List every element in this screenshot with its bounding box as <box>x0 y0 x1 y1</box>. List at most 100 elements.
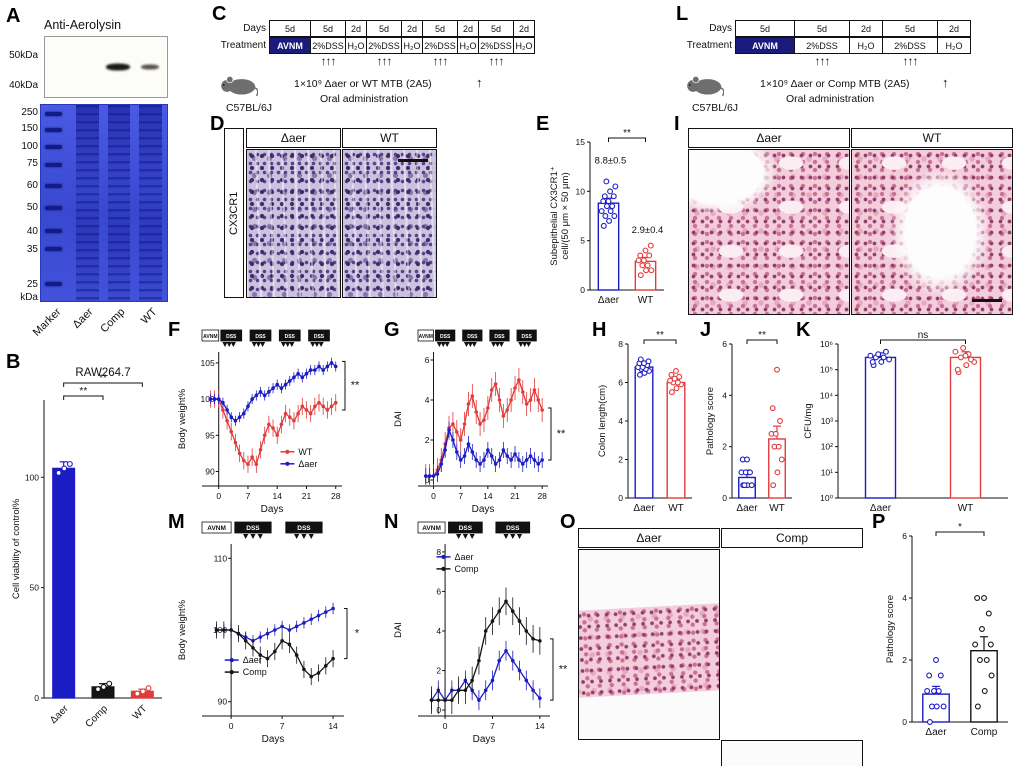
svg-text:DSS: DSS <box>506 525 520 532</box>
svg-text:Δaer: Δaer <box>243 655 262 665</box>
timeline-cell: 5d <box>310 20 346 37</box>
timeline-cell: 2d <box>849 20 883 37</box>
timeline-cell: AVNM <box>735 37 795 54</box>
histology-image-daer <box>688 149 850 315</box>
gel-band <box>44 247 63 252</box>
svg-text:Δaer: Δaer <box>633 503 655 514</box>
panel-letter-J: J <box>700 319 712 341</box>
panel-D-images: CX3CR1 Δaer WT <box>210 114 437 310</box>
svg-text:Days: Days <box>261 504 284 515</box>
svg-text:6: 6 <box>722 339 727 349</box>
svg-text:28: 28 <box>537 491 547 501</box>
svg-text:21: 21 <box>510 491 520 501</box>
svg-text:DSS: DSS <box>297 525 311 532</box>
svg-text:14: 14 <box>483 491 493 501</box>
svg-text:14: 14 <box>328 721 338 731</box>
scale-bar <box>398 159 428 162</box>
image-header-daer: Δaer <box>578 528 720 548</box>
timeline-cell: 5d <box>422 20 458 37</box>
timeline-cell <box>849 54 883 69</box>
panel-letter-H: H <box>592 319 607 341</box>
svg-text:6: 6 <box>902 531 907 541</box>
svg-text:100: 100 <box>201 394 215 404</box>
mouse-strain-label: C57BL/6J <box>225 102 273 114</box>
mw-marker-label: 100 <box>21 140 38 152</box>
svg-text:AVNM: AVNM <box>207 525 226 532</box>
panel-O-images: Δaer Comp <box>560 512 872 766</box>
svg-text:0: 0 <box>902 717 907 727</box>
timeline-cell: H₂O <box>849 37 883 54</box>
timeline-panel-C: Days 5d 5d 2d 5d 2d 5d 2d 5d 2d Treatment AVNM 2%DSS… <box>214 20 550 124</box>
oral-administration-label: Oral administration <box>786 93 875 105</box>
timeline-cell <box>735 54 795 69</box>
svg-text:AVNM: AVNM <box>203 334 217 340</box>
svg-text:0: 0 <box>229 721 234 731</box>
lane-label: Comp <box>98 306 128 336</box>
late-dose-arrow: ↑ <box>476 75 483 90</box>
svg-text:2: 2 <box>902 655 907 665</box>
chart-svg-P: 0 2 4 6 Δaer Comp * Pathology score <box>885 522 1008 738</box>
svg-text:2: 2 <box>722 442 727 452</box>
svg-text:0: 0 <box>216 491 221 501</box>
svg-text:WT: WT <box>668 503 684 514</box>
panel-letter-B: B <box>6 351 21 373</box>
svg-text:DSS: DSS <box>467 334 478 340</box>
histology-image-daer <box>246 149 341 298</box>
timeline-cell: ↑↑↑ <box>814 54 831 68</box>
gel-band <box>44 145 63 150</box>
timeline-cell: 5d <box>882 20 938 37</box>
chart-svg-E: 0 5 10 15 Δaer WT ** 8.8±0.5 2.9±0.4 Subepithelia… <box>549 128 664 306</box>
lane-label: Marker <box>30 306 64 339</box>
svg-text:WT: WT <box>638 295 654 306</box>
svg-text:**: ** <box>557 428 566 440</box>
timeline-cell: 2%DSS <box>794 37 850 54</box>
timeline-cell: H₂O <box>457 37 479 54</box>
svg-text:Comp: Comp <box>454 564 478 574</box>
svg-text:Δaer: Δaer <box>870 503 892 514</box>
svg-text:95: 95 <box>205 430 215 440</box>
svg-text:6: 6 <box>618 378 623 388</box>
timeline-cell: 5d <box>366 20 402 37</box>
svg-text:4: 4 <box>436 626 441 636</box>
svg-text:7: 7 <box>490 721 495 731</box>
svg-text:Cell viability of control%: Cell viability of control% <box>11 498 22 599</box>
panel-letter-E: E <box>536 113 550 135</box>
svg-text:4: 4 <box>902 593 907 603</box>
chart-colon-length: 0 2 4 6 8 Δaer WT ** Colon length(cm) <box>596 328 700 516</box>
timeline-cell: ↑↑↑ <box>432 54 449 68</box>
panel-letter-L: L <box>676 3 689 25</box>
gel-sample-lane <box>107 105 131 301</box>
chart-svg-N: AVNM DSS DSS 0 2 4 6 8 0 7 14 Δaer Comp ** Days DAI <box>393 521 568 745</box>
timeline-cell: 2d <box>513 20 535 37</box>
timeline-cell <box>269 54 311 69</box>
svg-text:7: 7 <box>458 491 463 501</box>
gel-band <box>44 127 63 132</box>
timeline-row: ↑↑↑ ↑↑↑ <box>680 54 1016 69</box>
chart-svg-J: 0 2 4 6 Δaer WT ** Pathology score <box>705 330 792 514</box>
svg-text:Δaer: Δaer <box>48 703 71 726</box>
svg-text:105: 105 <box>201 358 215 368</box>
svg-text:CFU/mg: CFU/mg <box>803 403 814 438</box>
svg-text:90: 90 <box>218 697 228 707</box>
timeline-row: ↑↑↑ ↑↑↑ ↑↑↑ ↑↑↑ <box>214 54 550 69</box>
chart-pathology-comp: 0 2 4 6 Δaer Comp * Pathology score <box>884 520 1016 742</box>
mw-marker-label: 150 <box>21 122 38 134</box>
timeline-cell <box>937 54 971 69</box>
chart-cx3cr1-count: 0 5 10 15 Δaer WT ** 8.8±0.5 2.9±0.4 Subepithelia… <box>548 124 672 310</box>
gel-marker-lane <box>44 105 63 301</box>
svg-text:Δaer: Δaer <box>736 503 758 514</box>
svg-text:Colon length(cm): Colon length(cm) <box>597 385 608 457</box>
timeline-row: Days 5d 5d 2d 5d 2d <box>680 20 1016 37</box>
svg-text:*: * <box>958 522 962 533</box>
gel-band <box>44 229 63 234</box>
mouse-illustration <box>218 72 259 103</box>
histology-image-comp <box>721 740 863 766</box>
timeline-cell: 2d <box>401 20 423 37</box>
svg-text:4: 4 <box>722 390 727 400</box>
svg-text:28: 28 <box>331 491 341 501</box>
timeline-panel-L: Days 5d 5d 2d 5d 2d Treatment AVNM 2%DSS H₂O 2%DSS… <box>680 20 1016 124</box>
mouse-illustration <box>684 72 725 103</box>
svg-text:Days: Days <box>472 504 495 515</box>
panel-letter-D: D <box>210 113 225 135</box>
svg-text:**: ** <box>758 330 766 341</box>
